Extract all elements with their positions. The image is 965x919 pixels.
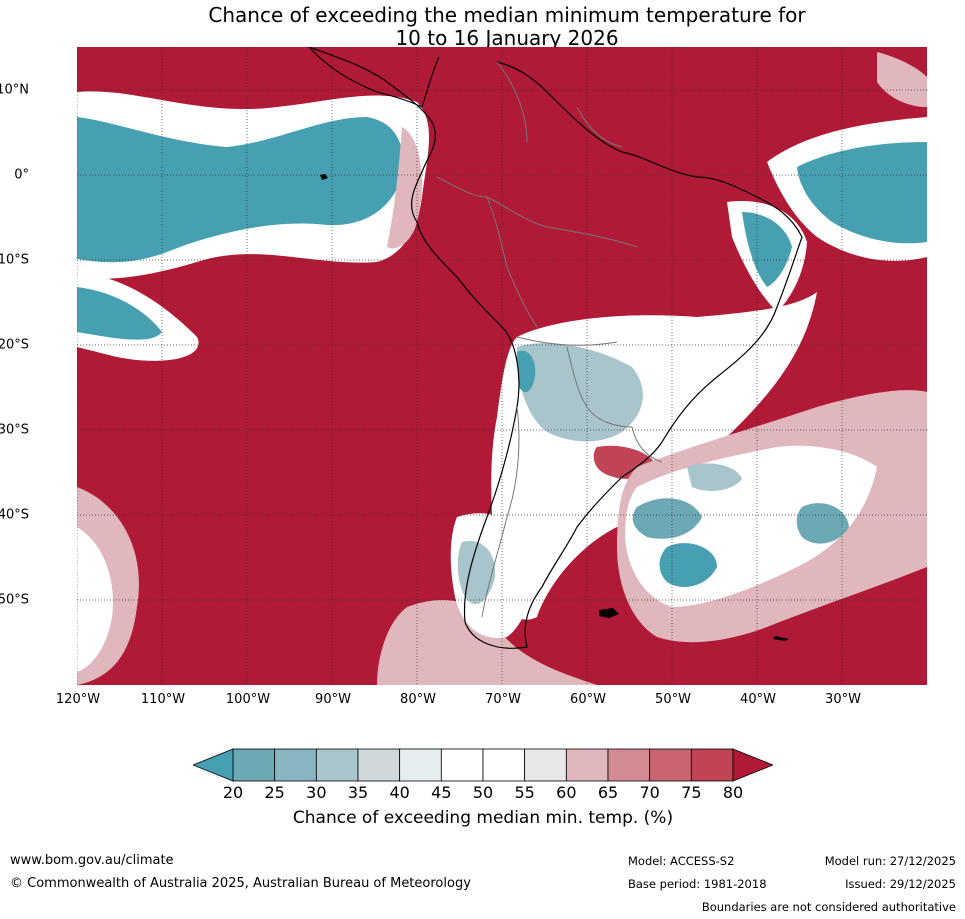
lat-label-10s: 10°S <box>0 252 29 268</box>
colorbar-arrow-high <box>732 748 773 782</box>
lat-label-30s: 30°S <box>0 422 29 438</box>
colorbar <box>193 748 773 782</box>
colorbar-cell <box>315 748 359 782</box>
colorbar-tick-label: 80 <box>722 783 744 802</box>
central-america-coastline <box>308 47 440 108</box>
falkland-islands <box>599 608 619 618</box>
lon-label-30w: 30°W <box>825 692 861 707</box>
colorbar-cell <box>565 748 609 782</box>
south-atlantic-cool-patch-a <box>632 498 702 539</box>
south-atlantic-cool-patch-c <box>796 503 849 544</box>
lat-label-40s: 40°S <box>0 507 29 523</box>
colorbar-tick-label: 55 <box>514 783 535 802</box>
colorbar-cell <box>399 748 442 782</box>
footer-website[interactable]: www.bom.gov.au/climate <box>10 853 174 868</box>
lon-label-40w: 40°W <box>740 692 776 707</box>
graticule <box>77 47 927 685</box>
lon-label-60w: 60°W <box>570 692 606 707</box>
colorbar-tick-label: 35 <box>347 783 369 802</box>
colorbar-label: Chance of exceeding median min. temp. (%… <box>292 808 674 828</box>
south-america-coastline <box>308 47 803 649</box>
north-atlantic-halo <box>877 52 927 107</box>
chart-title: Chance of exceeding the median minimum t… <box>0 4 965 50</box>
lat-label-0: 0° <box>14 167 29 183</box>
lon-label-90w: 90°W <box>315 692 351 707</box>
title-line-2: 10 to 16 January 2026 <box>395 26 619 50</box>
footer-issued: Issued: 29/12/2025 <box>845 877 956 891</box>
south-atlantic-cool-patch-d <box>687 463 742 491</box>
footer-base-period: Base period: 1981-2018 <box>628 877 767 891</box>
lon-label-70w: 70°W <box>485 692 521 707</box>
colorbar-cells <box>232 748 734 782</box>
lat-label-20s: 20°S <box>0 337 29 353</box>
lon-label-120w: 120°W <box>55 692 101 707</box>
southern-ocean-marginal <box>377 599 597 685</box>
atacama-cool-core <box>517 350 536 393</box>
footer-model: Model: ACCESS-S2 <box>628 854 735 868</box>
lon-label-100w: 100°W <box>225 692 271 707</box>
colorbar-tick-label: 60 <box>556 783 577 802</box>
colorbar-tick-label: 40 <box>389 783 410 802</box>
colorbar-tick-label: 50 <box>472 783 494 802</box>
lat-label-50s: 50°S <box>0 592 29 608</box>
lon-label-110w: 110°W <box>140 692 186 707</box>
colorbar-cell <box>274 748 317 782</box>
south-pacific-marginal-inner <box>77 527 113 672</box>
colorbar-cell <box>482 748 526 782</box>
footer-model-run: Model run: 27/12/2025 <box>824 854 956 868</box>
galapagos-islands <box>320 174 328 180</box>
colorbar-tick-label: 20 <box>222 783 244 802</box>
lat-label-10n: 10°N <box>0 82 29 98</box>
colorbar-cell <box>607 748 651 782</box>
lon-label-80w: 80°W <box>400 692 436 707</box>
colorbar-cell <box>357 748 401 782</box>
pacific-cool-pocket-core <box>77 287 162 340</box>
colorbar-tick-label: 70 <box>639 783 660 802</box>
equatorial-atlantic-cool-pool <box>797 142 927 244</box>
colorbar-cell <box>232 748 276 782</box>
colorbar-tick-label: 65 <box>597 783 619 802</box>
colorbar-cell <box>649 748 692 782</box>
equatorial-pacific-cool-pool <box>77 117 404 263</box>
anomaly-map <box>77 47 927 685</box>
colorbar-cell <box>524 748 567 782</box>
colorbar-arrow-low <box>193 748 234 782</box>
south-atlantic-cool-patch-b <box>659 543 717 587</box>
colorbar-cell <box>690 748 734 782</box>
footer-copyright: © Commonwealth of Australia 2025, Austra… <box>10 876 471 891</box>
south-georgia <box>773 636 789 641</box>
colorbar-cell <box>440 748 484 782</box>
colorbar-tick-label: 75 <box>681 783 702 802</box>
footer-disclaimer: Boundaries are not considered authoritat… <box>701 900 956 914</box>
colorbar-tick-label: 25 <box>264 783 285 802</box>
brazil-coast-cool <box>742 212 792 287</box>
colorbar-tick-label: 30 <box>306 783 327 802</box>
title-line-1: Chance of exceeding the median minimum t… <box>208 3 806 27</box>
patagonia-cool <box>457 541 496 605</box>
equatorial-pacific-halo-east <box>387 127 422 249</box>
lon-label-50w: 50°W <box>655 692 691 707</box>
country-borders <box>436 61 663 618</box>
colorbar-tick-label: 45 <box>431 783 452 802</box>
map-panel: 10°N 0° 10°S 20°S 30°S 40°S 50°S <box>0 47 927 685</box>
